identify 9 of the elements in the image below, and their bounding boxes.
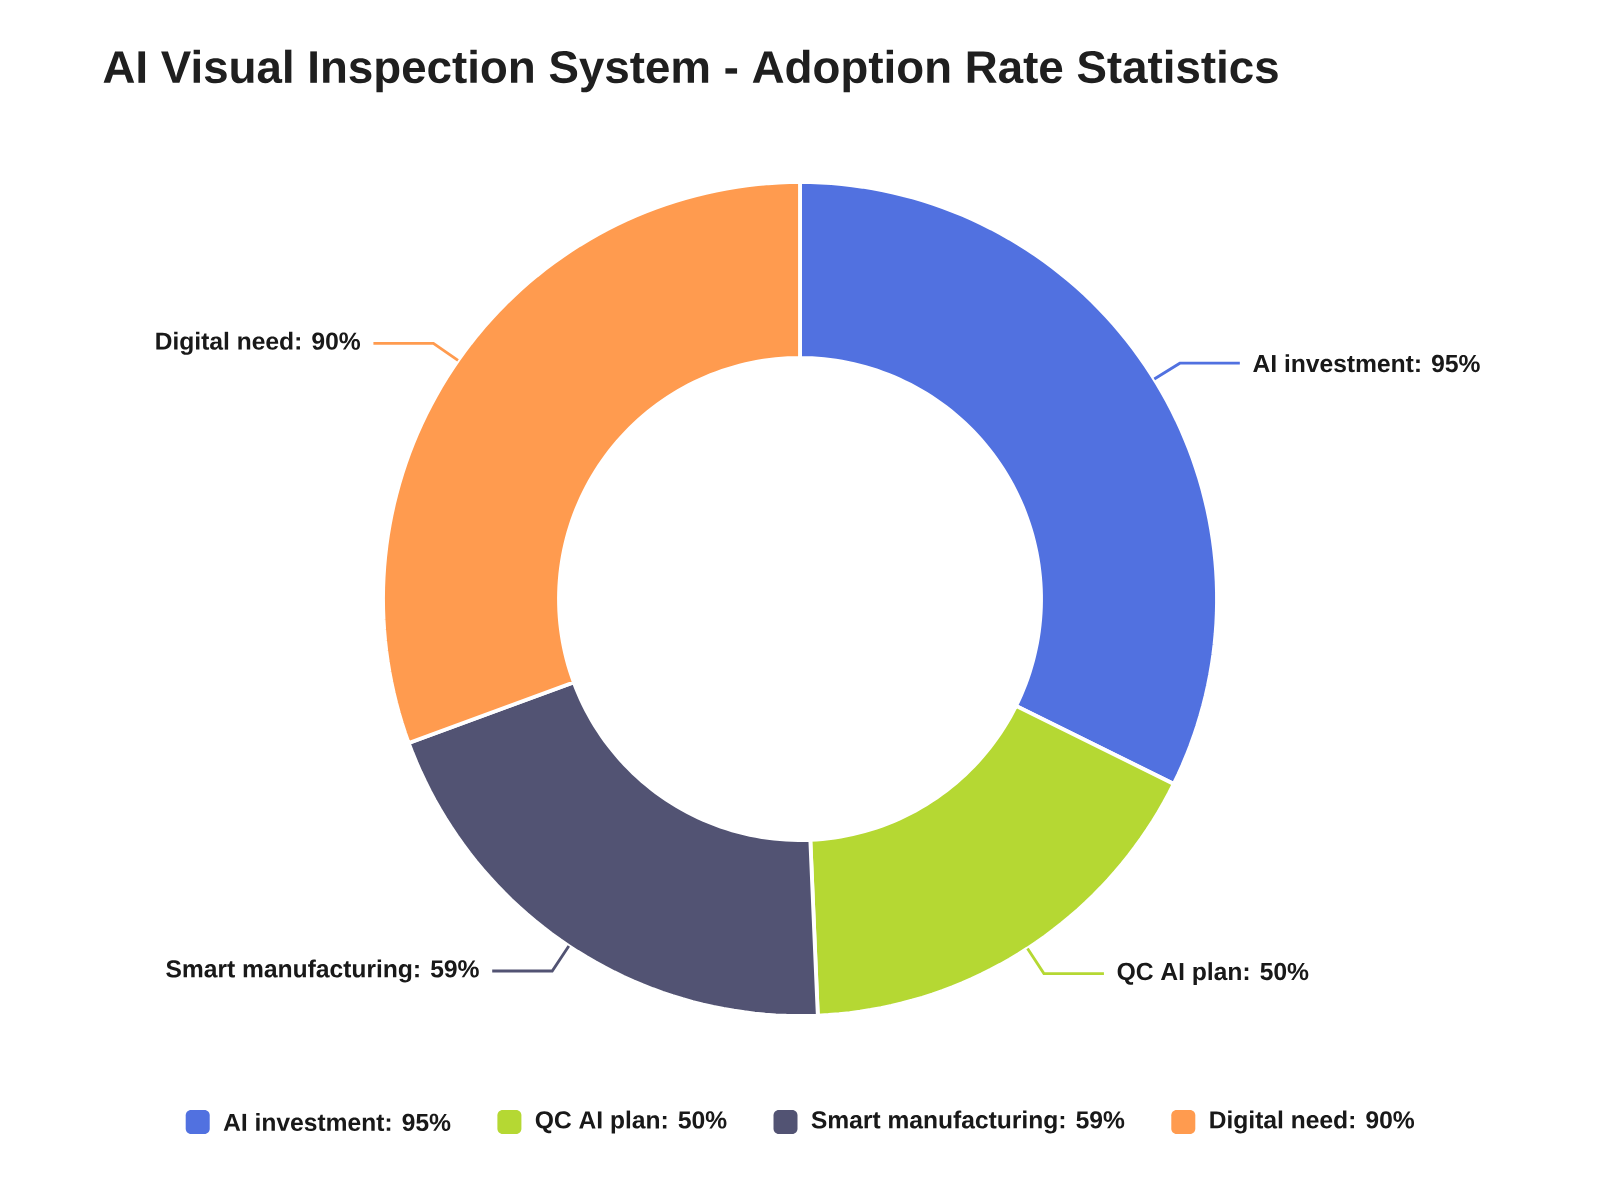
legend-label: Smart manufacturing: 59% — [811, 1110, 1125, 1134]
legend-label: Digital need: 90% — [1210, 1110, 1415, 1134]
slice-label: QC AI plan: 50% — [1117, 962, 1309, 986]
slice-label: Digital need: 90% — [156, 331, 361, 355]
slice-label: Smart manufacturing: 59% — [166, 959, 479, 983]
legend-label: QC AI plan: 50% — [535, 1110, 727, 1134]
legend-label: AI investment: 95% — [223, 1113, 451, 1132]
chart-title: AI Visual Inspection System - Adoption Rate Statistics — [103, 49, 1278, 93]
slice-label: AI investment: 95% — [1253, 354, 1480, 373]
